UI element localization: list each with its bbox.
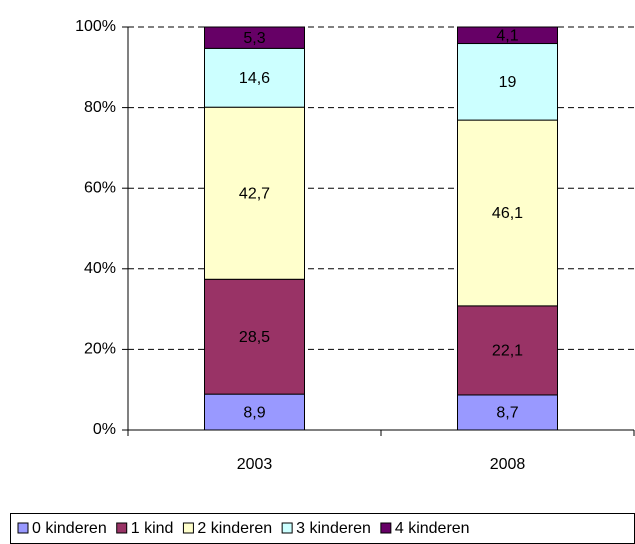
y-tick-label: 40%	[84, 260, 116, 277]
legend-label: 4 kinderen	[395, 520, 470, 537]
bar-segment	[204, 47, 305, 108]
bar-segment	[457, 394, 558, 431]
legend-label: 0 kinderen	[32, 520, 107, 537]
legend-label: 3 kinderen	[296, 520, 371, 537]
y-tick-label: 0%	[93, 421, 116, 438]
y-tick-label: 20%	[84, 341, 116, 358]
x-tick-label: 2008	[490, 456, 526, 473]
data-label: 28,5	[239, 329, 270, 346]
bar-segment	[457, 305, 558, 396]
bar-segment	[204, 106, 305, 280]
data-label: 42,7	[239, 185, 270, 202]
legend-swatch	[116, 522, 128, 534]
legend-swatch	[281, 522, 293, 534]
legend-swatch	[17, 522, 29, 534]
data-label: 5,3	[243, 30, 265, 47]
data-label: 8,7	[496, 405, 518, 422]
data-label: 22,1	[492, 343, 523, 360]
legend-swatch	[182, 522, 194, 534]
y-tick-label: 60%	[84, 179, 116, 196]
data-label: 8,9	[243, 404, 265, 421]
legend-label: 2 kinderen	[197, 520, 272, 537]
y-tick-label: 80%	[84, 99, 116, 116]
data-label: 4,1	[496, 27, 518, 44]
legend-label: 1 kind	[131, 520, 174, 537]
bar-segment	[204, 26, 305, 49]
x-tick-label: 2003	[237, 456, 273, 473]
y-tick-label: 100%	[75, 18, 116, 35]
legend-swatch	[380, 522, 392, 534]
bar-segment	[457, 119, 558, 307]
data-label: 19	[499, 74, 517, 91]
bar-segment	[457, 43, 558, 121]
bar-segment	[457, 26, 558, 45]
data-label: 46,1	[492, 205, 523, 222]
data-label: 14,6	[239, 70, 270, 87]
bar-segment	[204, 278, 305, 395]
bar-segment	[204, 393, 305, 431]
